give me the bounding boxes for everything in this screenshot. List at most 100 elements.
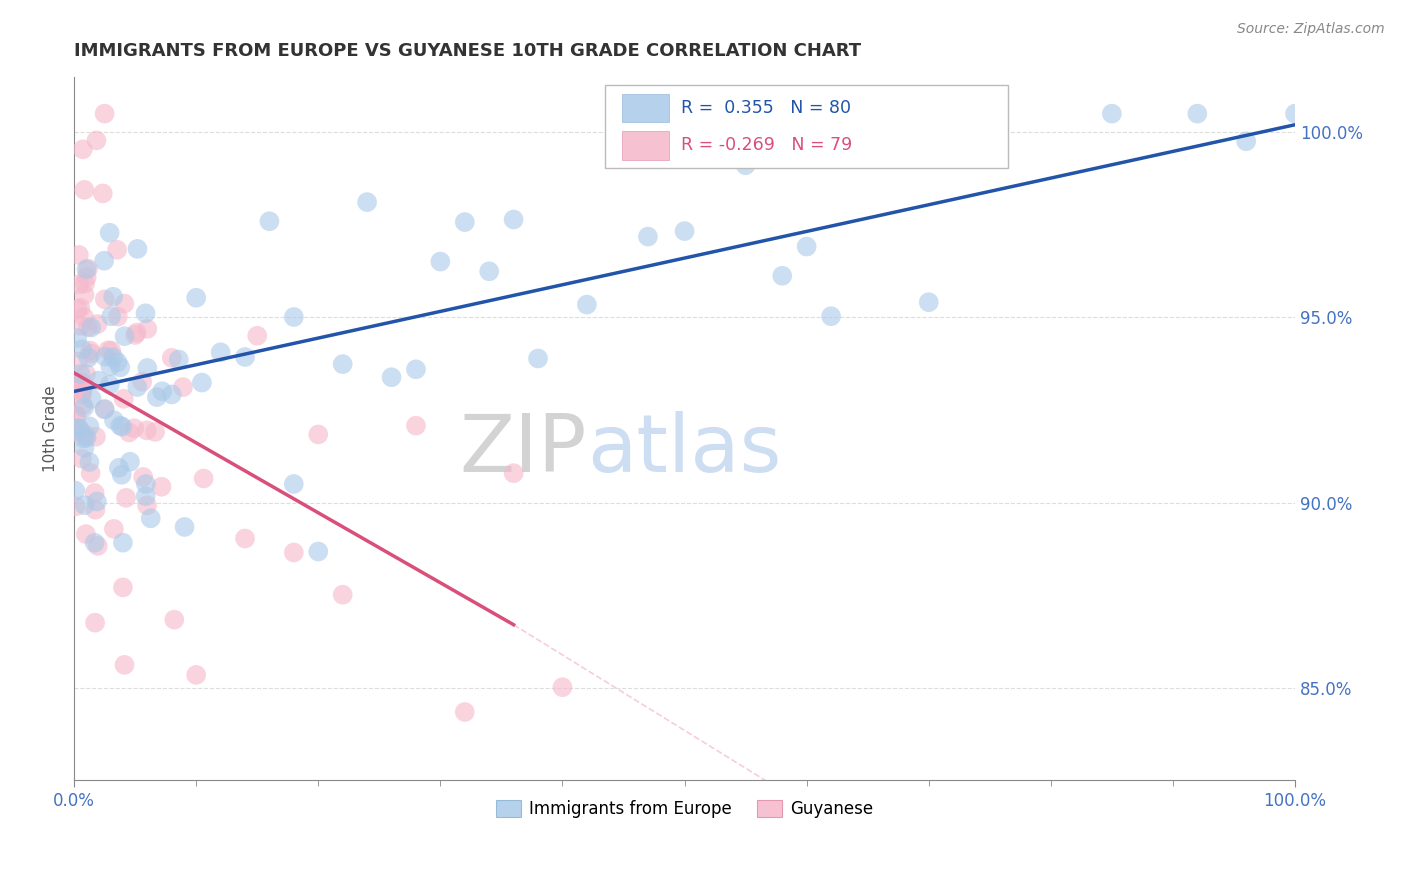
- Point: [127, 242, 149, 256]
- Point: [478, 264, 501, 278]
- Point: [167, 352, 190, 367]
- Y-axis label: 10th Grade: 10th Grade: [44, 385, 58, 472]
- Point: [72, 142, 94, 156]
- Point: [107, 310, 129, 324]
- Point: [307, 544, 329, 558]
- Point: [77, 351, 100, 365]
- Point: [163, 613, 186, 627]
- Point: [796, 239, 818, 253]
- Point: [233, 350, 256, 364]
- Point: [101, 290, 124, 304]
- FancyBboxPatch shape: [605, 85, 1008, 168]
- Point: [70, 342, 93, 356]
- Point: [146, 390, 169, 404]
- Point: [87, 539, 110, 553]
- Point: [233, 532, 256, 546]
- Point: [86, 494, 108, 508]
- Point: [135, 306, 157, 320]
- Point: [150, 480, 173, 494]
- Point: [111, 419, 134, 434]
- Point: [75, 527, 97, 541]
- Point: [283, 545, 305, 559]
- Point: [73, 441, 96, 455]
- Point: [93, 402, 115, 417]
- Point: [820, 310, 842, 324]
- Point: [67, 421, 90, 435]
- Point: [136, 499, 159, 513]
- Point: [93, 253, 115, 268]
- Point: [114, 329, 136, 343]
- Point: [186, 291, 208, 305]
- Point: [97, 343, 120, 358]
- Point: [405, 362, 427, 376]
- Point: [172, 380, 194, 394]
- Point: [673, 224, 696, 238]
- Point: [79, 343, 101, 358]
- Point: [1101, 106, 1123, 120]
- Point: [73, 310, 96, 325]
- Point: [72, 398, 94, 412]
- Point: [380, 370, 402, 384]
- Point: [429, 254, 451, 268]
- Point: [115, 491, 138, 505]
- Point: [575, 297, 598, 311]
- Legend: Immigrants from Europe, Guyanese: Immigrants from Europe, Guyanese: [489, 793, 880, 825]
- Point: [80, 346, 103, 360]
- Point: [356, 195, 378, 210]
- Point: [83, 486, 105, 500]
- Point: [98, 226, 121, 240]
- Point: [73, 401, 96, 415]
- FancyBboxPatch shape: [623, 95, 669, 122]
- Point: [103, 350, 125, 364]
- Point: [65, 382, 87, 396]
- Point: [73, 183, 96, 197]
- Point: [98, 359, 121, 374]
- Point: [1284, 106, 1306, 120]
- Point: [76, 270, 98, 285]
- Point: [193, 471, 215, 485]
- Point: [79, 455, 101, 469]
- Point: [76, 431, 98, 445]
- Text: R =  0.355   N = 80: R = 0.355 N = 80: [681, 98, 851, 117]
- Point: [73, 498, 96, 512]
- Point: [93, 402, 115, 417]
- Point: [65, 425, 87, 440]
- Text: ZIP: ZIP: [460, 410, 586, 489]
- Point: [209, 345, 232, 359]
- Point: [83, 536, 105, 550]
- Point: [86, 317, 108, 331]
- Point: [84, 430, 107, 444]
- Point: [72, 382, 94, 396]
- Point: [332, 588, 354, 602]
- Point: [66, 409, 89, 424]
- Point: [139, 511, 162, 525]
- Point: [160, 387, 183, 401]
- Point: [551, 680, 574, 694]
- Point: [918, 295, 941, 310]
- Point: [527, 351, 550, 366]
- Point: [103, 413, 125, 427]
- Point: [108, 460, 131, 475]
- Point: [122, 421, 145, 435]
- FancyBboxPatch shape: [623, 131, 669, 160]
- Point: [136, 322, 159, 336]
- Point: [150, 384, 173, 399]
- Point: [93, 106, 115, 120]
- Point: [259, 214, 281, 228]
- Point: [91, 186, 114, 201]
- Point: [118, 455, 141, 469]
- Point: [70, 387, 93, 401]
- Point: [110, 360, 132, 375]
- Point: [734, 158, 756, 172]
- Point: [93, 293, 115, 307]
- Point: [283, 477, 305, 491]
- Text: IMMIGRANTS FROM EUROPE VS GUYANESE 10TH GRADE CORRELATION CHART: IMMIGRANTS FROM EUROPE VS GUYANESE 10TH …: [75, 42, 862, 60]
- Point: [173, 520, 195, 534]
- Text: R = -0.269   N = 79: R = -0.269 N = 79: [681, 136, 852, 153]
- Point: [107, 355, 129, 369]
- Point: [100, 310, 122, 324]
- Point: [108, 418, 131, 433]
- Point: [73, 288, 96, 302]
- Point: [66, 302, 89, 317]
- Point: [73, 277, 96, 291]
